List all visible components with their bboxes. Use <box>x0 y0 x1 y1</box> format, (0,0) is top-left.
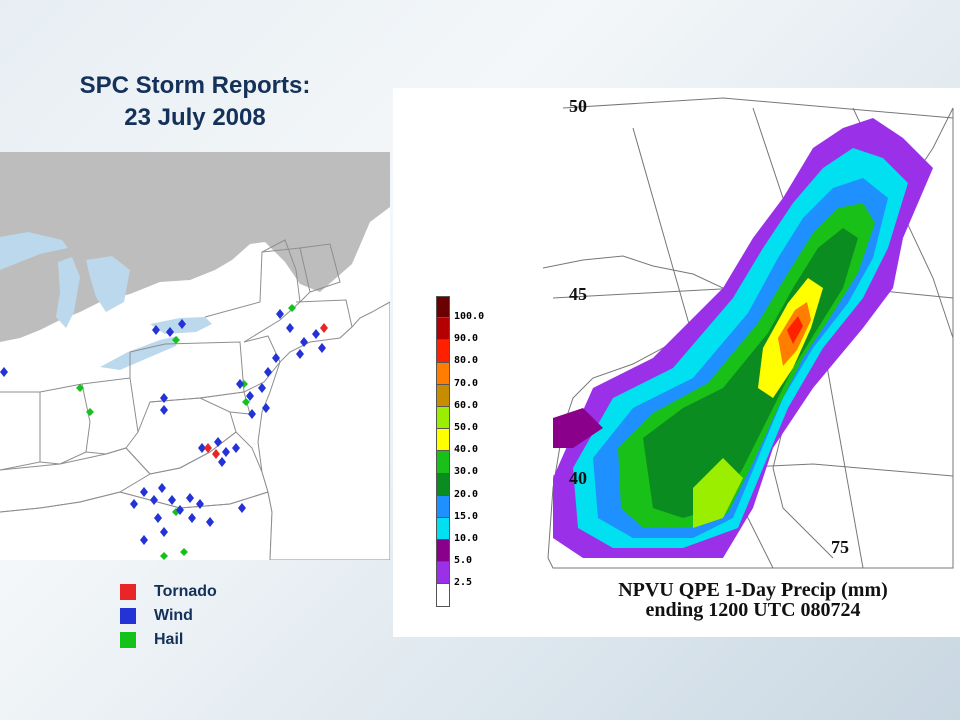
title-line-2: 23 July 2008 <box>124 104 266 131</box>
colorbar-entry: 30.0 <box>436 451 484 477</box>
storm-reports-map <box>0 152 390 560</box>
colorbar-swatch <box>436 562 450 585</box>
colorbar-label: 5.0 <box>454 555 473 567</box>
colorbar-entry: 5.0 <box>436 540 484 566</box>
colorbar-entry: 20.0 <box>436 473 484 500</box>
legend-label-tornado: Tornado <box>154 583 217 600</box>
colorbar-label: 20.0 <box>454 488 479 500</box>
legend-label-hail: Hail <box>154 631 184 648</box>
colorbar-entry: 90.0 <box>436 318 484 344</box>
colorbar-swatch <box>436 318 450 341</box>
wind-reports <box>0 309 326 545</box>
colorbar-label: 2.5 <box>454 577 473 589</box>
legend-label-wind: Wind <box>154 607 193 624</box>
colorbar-label: 80.0 <box>454 355 479 367</box>
colorbar-swatch <box>436 451 450 474</box>
colorbar-swatch <box>436 495 450 518</box>
colorbar-entry: 70.0 <box>436 362 484 389</box>
state-borders <box>0 239 353 560</box>
colorbar-entry: 50.0 <box>436 406 484 433</box>
colorbar-entry: 15.0 <box>436 495 484 522</box>
colorbar-swatch <box>436 296 450 319</box>
tornado-swatch <box>120 584 136 600</box>
precip-colorbar: 100.0 90.0 80.0 70.0 60.0 50.0 40.0 30.0 20.0 15.… <box>436 296 484 607</box>
lake-erie <box>100 336 178 370</box>
storm-legend: Tornado Wind Hail <box>120 580 217 652</box>
colorbar-swatch <box>436 340 450 363</box>
colorbar-swatch <box>436 362 450 385</box>
lake-huron <box>86 256 130 312</box>
tornado-reports <box>204 323 328 459</box>
colorbar-label: 40.0 <box>454 444 479 456</box>
precip-map-panel: 100.0 90.0 80.0 70.0 60.0 50.0 40.0 30.0 20.0 15.… <box>393 88 960 637</box>
colorbar-label: 30.0 <box>454 466 479 478</box>
colorbar-swatch <box>436 540 450 563</box>
colorbar-entry: 2.5 <box>436 562 484 588</box>
colorbar-swatch <box>436 517 450 541</box>
colorbar-swatch <box>436 406 450 430</box>
colorbar-label: 15.0 <box>454 510 479 522</box>
lat-label-40: 40 <box>569 468 587 488</box>
precip-title-line-2: ending 1200 UTC 080724 <box>645 599 861 621</box>
colorbar-entry: 80.0 <box>436 340 484 366</box>
colorbar-entry: 40.0 <box>436 429 484 455</box>
colorbar-swatch <box>436 473 450 496</box>
wind-swatch <box>120 608 136 624</box>
lat-label-50: 50 <box>569 96 587 116</box>
legend-item-tornado: Tornado <box>120 580 217 604</box>
precip-title-line-1: NPVU QPE 1-Day Precip (mm) <box>618 579 888 601</box>
colorbar-label: 70.0 <box>454 377 479 389</box>
lake-michigan <box>56 257 80 328</box>
precip-5mm-area <box>553 408 603 448</box>
precip-map <box>542 97 954 569</box>
colorbar-entry <box>436 584 484 607</box>
title-line-1: SPC Storm Reports: <box>79 72 311 99</box>
hail-swatch <box>120 632 136 648</box>
colorbar-swatch <box>436 584 450 607</box>
colorbar-label: 60.0 <box>454 399 479 411</box>
lake-superior <box>0 232 68 270</box>
slide-title: SPC Storm Reports: 23 July 2008 <box>0 70 390 134</box>
colorbar-label: 90.0 <box>454 333 479 345</box>
precip-80mm-area <box>787 316 803 344</box>
legend-item-hail: Hail <box>120 628 217 652</box>
colorbar-label: 50.0 <box>454 421 479 433</box>
precip-map-title: NPVU QPE 1-Day Precip (mm) ending 1200 U… <box>563 580 943 620</box>
colorbar-label: 10.0 <box>454 532 479 544</box>
colorbar-entry: 60.0 <box>436 384 484 411</box>
colorbar-entry: 100.0 <box>436 296 484 322</box>
legend-item-wind: Wind <box>120 604 217 628</box>
lat-label-45: 45 <box>569 284 587 304</box>
lon-label-75: 75 <box>831 537 849 557</box>
colorbar-swatch <box>436 429 450 452</box>
colorbar-swatch <box>436 384 450 407</box>
colorbar-entry: 10.0 <box>436 517 484 544</box>
precip-50mm-area <box>693 458 743 528</box>
colorbar-label: 100.0 <box>454 311 485 322</box>
